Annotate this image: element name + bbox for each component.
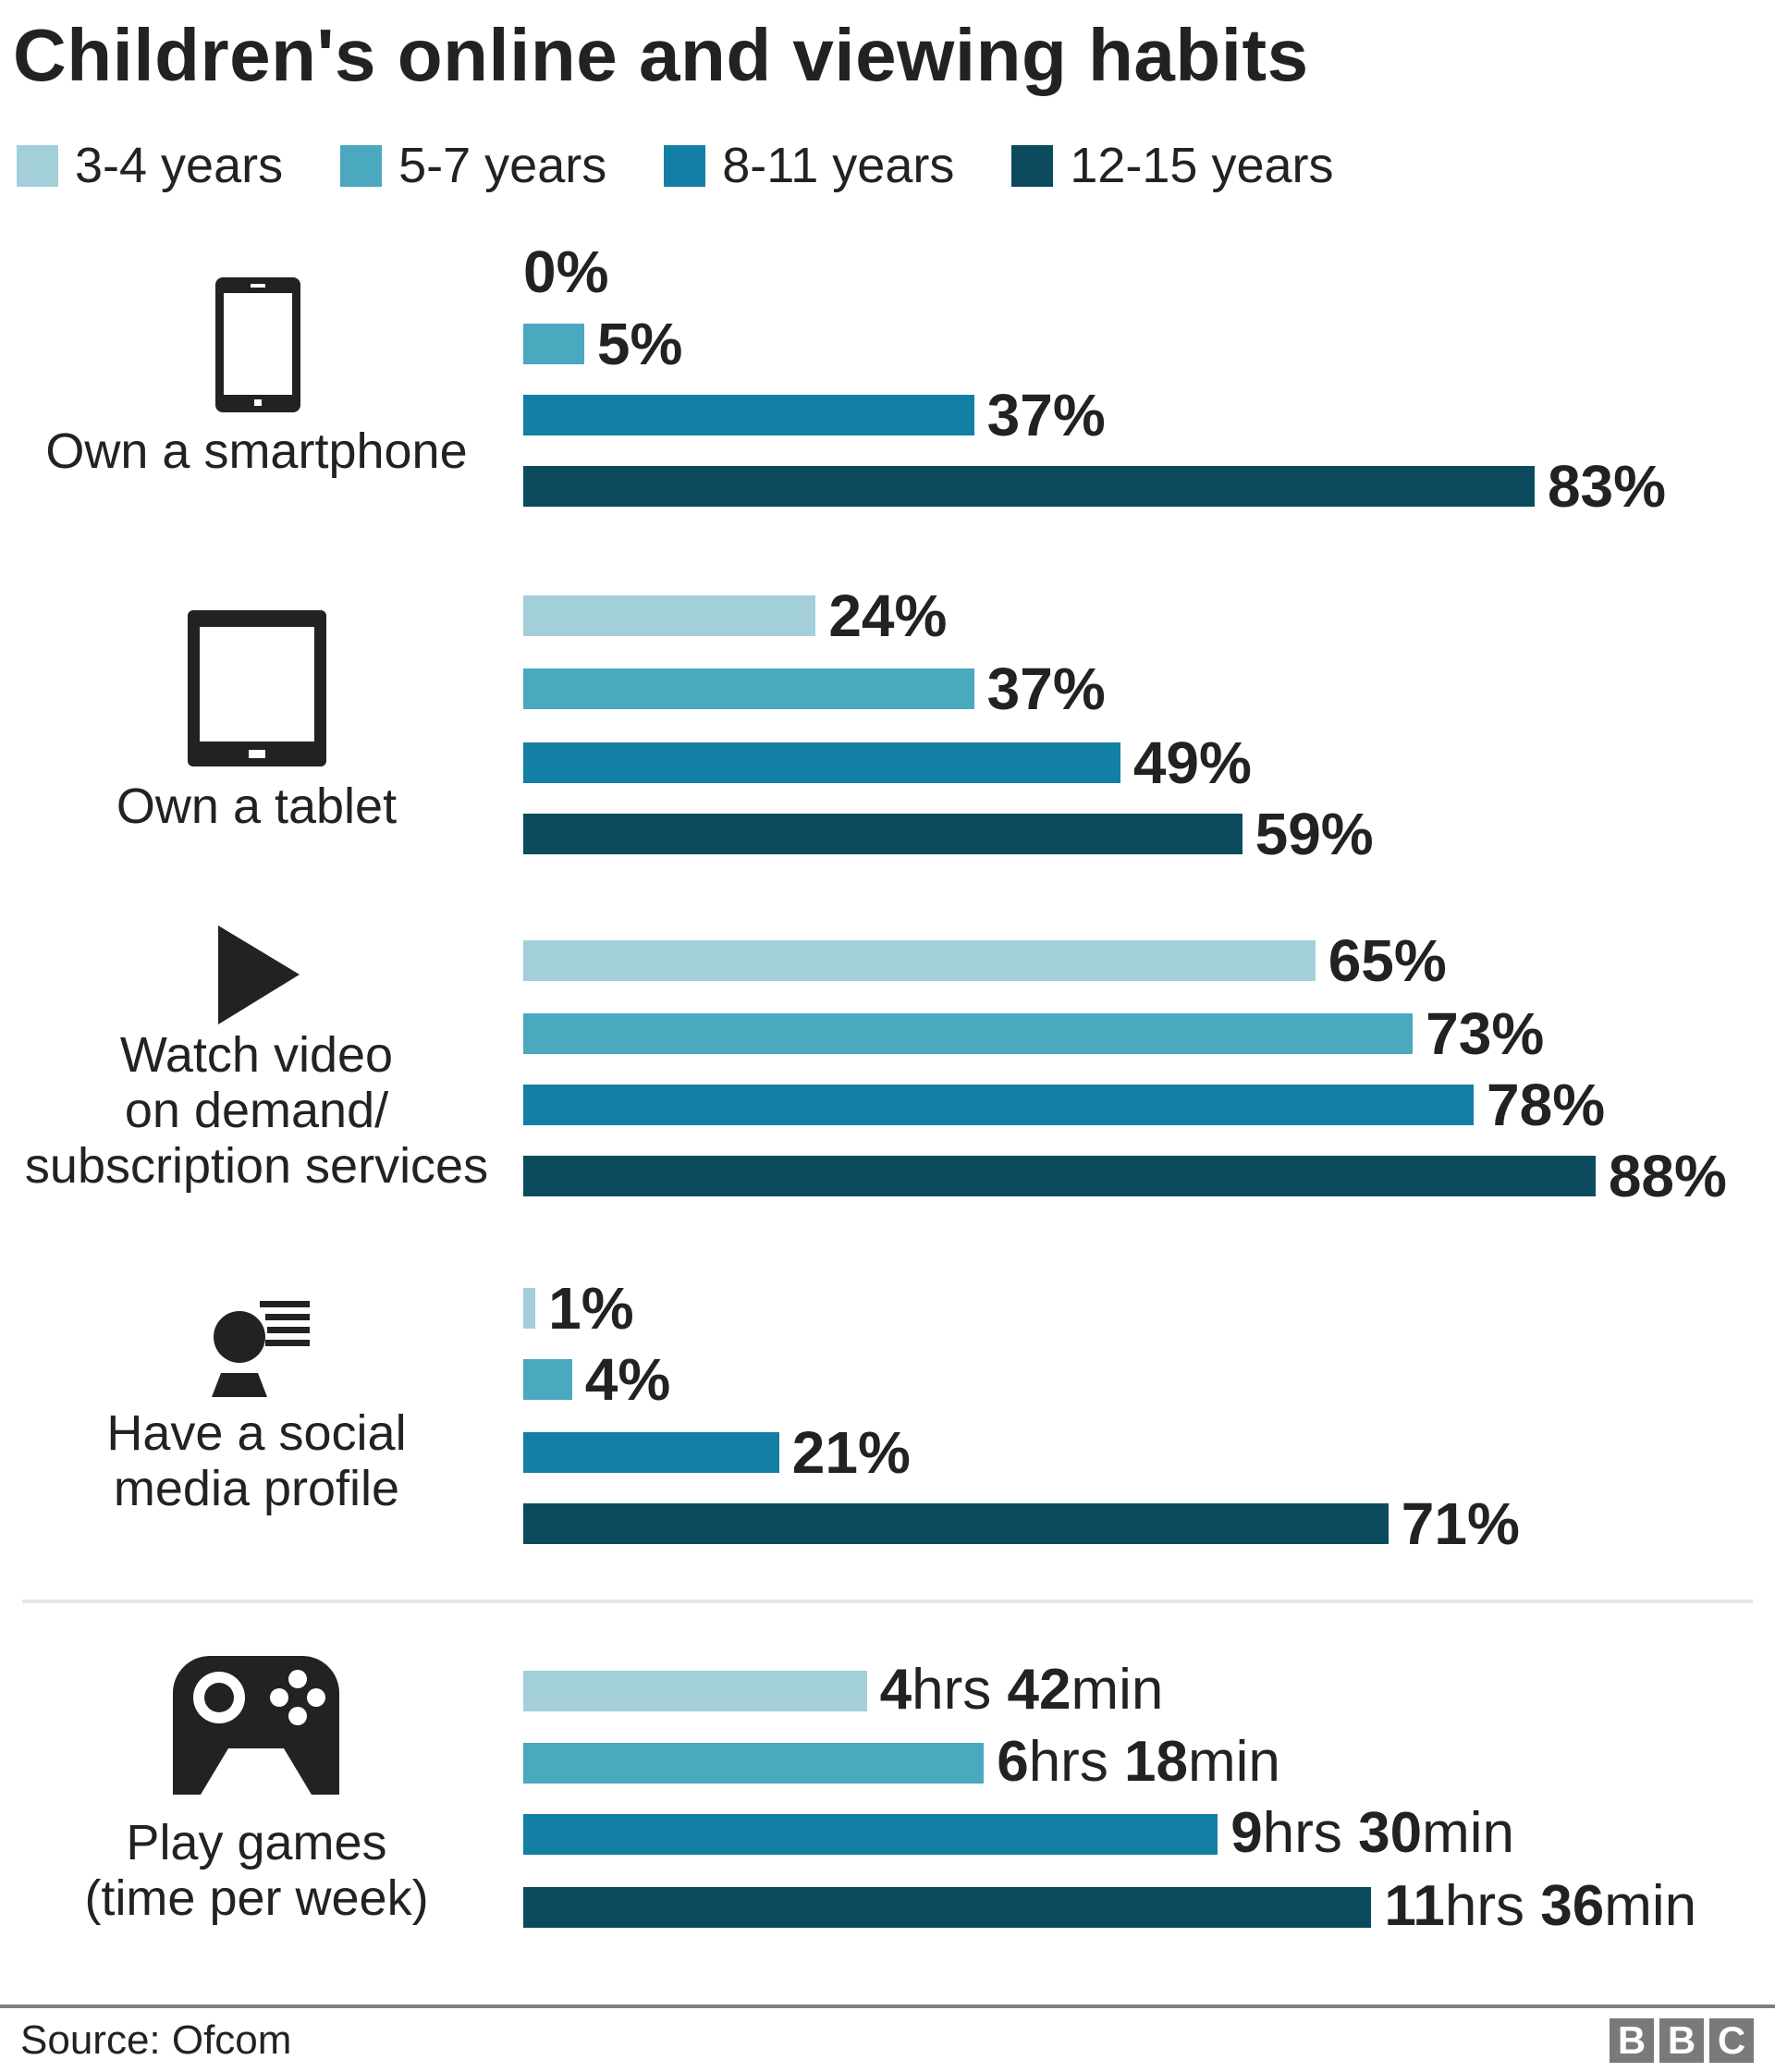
label-line: Have a social [106, 1405, 407, 1461]
legend-item-8-11: 8-11 years [664, 137, 954, 194]
category-label-games: Play games (time per week) [0, 1815, 513, 1926]
unit-text: min [1422, 1801, 1514, 1865]
legend-label: 5-7 years [398, 138, 607, 193]
label-line: Own a smartphone [45, 423, 468, 479]
value-label: 21% [791, 1419, 911, 1486]
legend-label: 3-4 years [75, 138, 284, 193]
unit-text: min [1071, 1658, 1164, 1722]
number-text: 11 [1384, 1874, 1445, 1938]
bar [523, 940, 1316, 981]
value-label: 37% [986, 656, 1106, 722]
category-label-smartphone: Own a smartphone [0, 423, 513, 479]
number-text: 42 [1007, 1658, 1071, 1722]
unit-text: min [1604, 1874, 1697, 1938]
logo-letter: B [1659, 2018, 1704, 2063]
value-label: 65% [1328, 927, 1447, 994]
legend-label: 8-11 years [722, 138, 955, 193]
value-label: 59% [1255, 801, 1374, 867]
value-label: 88% [1608, 1143, 1727, 1209]
legend: 3-4 years 5-7 years 8-11 years 12-15 yea… [17, 137, 1391, 194]
bbc-logo: B B C [1610, 2018, 1754, 2063]
value-label: 5% [596, 311, 683, 377]
bar [523, 466, 1535, 507]
value-label: 4hrs 42min [880, 1661, 1164, 1719]
value-label: 83% [1547, 453, 1667, 520]
bar [523, 1432, 779, 1473]
number-text: 18 [1124, 1730, 1189, 1794]
play-icon [218, 926, 300, 1024]
bar [523, 324, 584, 364]
bar [523, 1288, 536, 1329]
legend-item-12-15: 12-15 years [1011, 137, 1334, 194]
value-label: 73% [1426, 1000, 1545, 1067]
bar [523, 1359, 572, 1400]
value-label: 0% [523, 239, 609, 305]
social-profile-icon [212, 1301, 310, 1397]
bar [523, 1671, 867, 1711]
unit-text: min [1188, 1730, 1280, 1794]
bar [523, 1156, 1596, 1196]
number-text: 9 [1230, 1801, 1263, 1865]
value-label: 24% [828, 582, 948, 649]
bar [523, 595, 816, 636]
logo-letter: B [1610, 2018, 1654, 2063]
source-text: Source: Ofcom [20, 2017, 292, 2063]
value-label: 9hrs 30min [1230, 1805, 1514, 1862]
bar [523, 814, 1242, 854]
unit-text: hrs [1444, 1874, 1541, 1938]
bar [523, 1085, 1475, 1125]
chart-title: Children's online and viewing habits [13, 14, 1309, 96]
number-text: 36 [1540, 1874, 1605, 1938]
legend-swatch [664, 144, 706, 187]
number-text: 30 [1358, 1801, 1423, 1865]
legend-swatch [340, 144, 383, 187]
section-divider [22, 1600, 1753, 1603]
value-label: 6hrs 18min [997, 1734, 1280, 1791]
label-line: media profile [113, 1461, 400, 1516]
unit-text: hrs [1028, 1730, 1125, 1794]
tablet-icon [188, 610, 326, 766]
legend-item-5-7: 5-7 years [340, 137, 606, 194]
label-line: on demand/ [124, 1083, 389, 1138]
category-label-video: Watch video on demand/ subscription serv… [0, 1027, 513, 1194]
label-line: Own a tablet [116, 779, 398, 834]
label-line: Play games [126, 1815, 387, 1870]
bar [523, 1814, 1218, 1855]
bar [523, 1503, 1389, 1544]
unit-text: hrs [912, 1658, 1008, 1722]
value-label: 71% [1401, 1490, 1520, 1557]
category-label-social: Have a social media profile [0, 1405, 513, 1516]
label-line: subscription services [24, 1138, 489, 1194]
bar [523, 1743, 985, 1784]
value-label: 1% [548, 1275, 634, 1342]
bar [523, 742, 1120, 783]
legend-label: 12-15 years [1070, 138, 1334, 193]
smartphone-icon [215, 277, 300, 412]
value-label: 49% [1132, 729, 1252, 796]
label-line: (time per week) [84, 1870, 429, 1926]
legend-swatch [1011, 144, 1054, 187]
number-text: 4 [879, 1658, 912, 1722]
value-label: 37% [986, 382, 1106, 448]
bar [523, 1013, 1414, 1054]
value-label: 11hrs 36min [1384, 1878, 1696, 1935]
bar [523, 668, 974, 709]
legend-item-3-4: 3-4 years [17, 137, 283, 194]
legend-swatch [17, 144, 58, 187]
bar [523, 395, 974, 435]
category-label-tablet: Own a tablet [0, 779, 513, 834]
value-label: 4% [584, 1346, 671, 1413]
bar [523, 1887, 1372, 1928]
unit-text: hrs [1262, 1801, 1359, 1865]
footer-divider [0, 2005, 1775, 2008]
value-label: 78% [1487, 1072, 1606, 1138]
number-text: 6 [997, 1730, 1029, 1794]
label-line: Watch video [119, 1027, 394, 1083]
gamepad-icon [173, 1656, 339, 1795]
logo-letter: C [1709, 2018, 1754, 2063]
